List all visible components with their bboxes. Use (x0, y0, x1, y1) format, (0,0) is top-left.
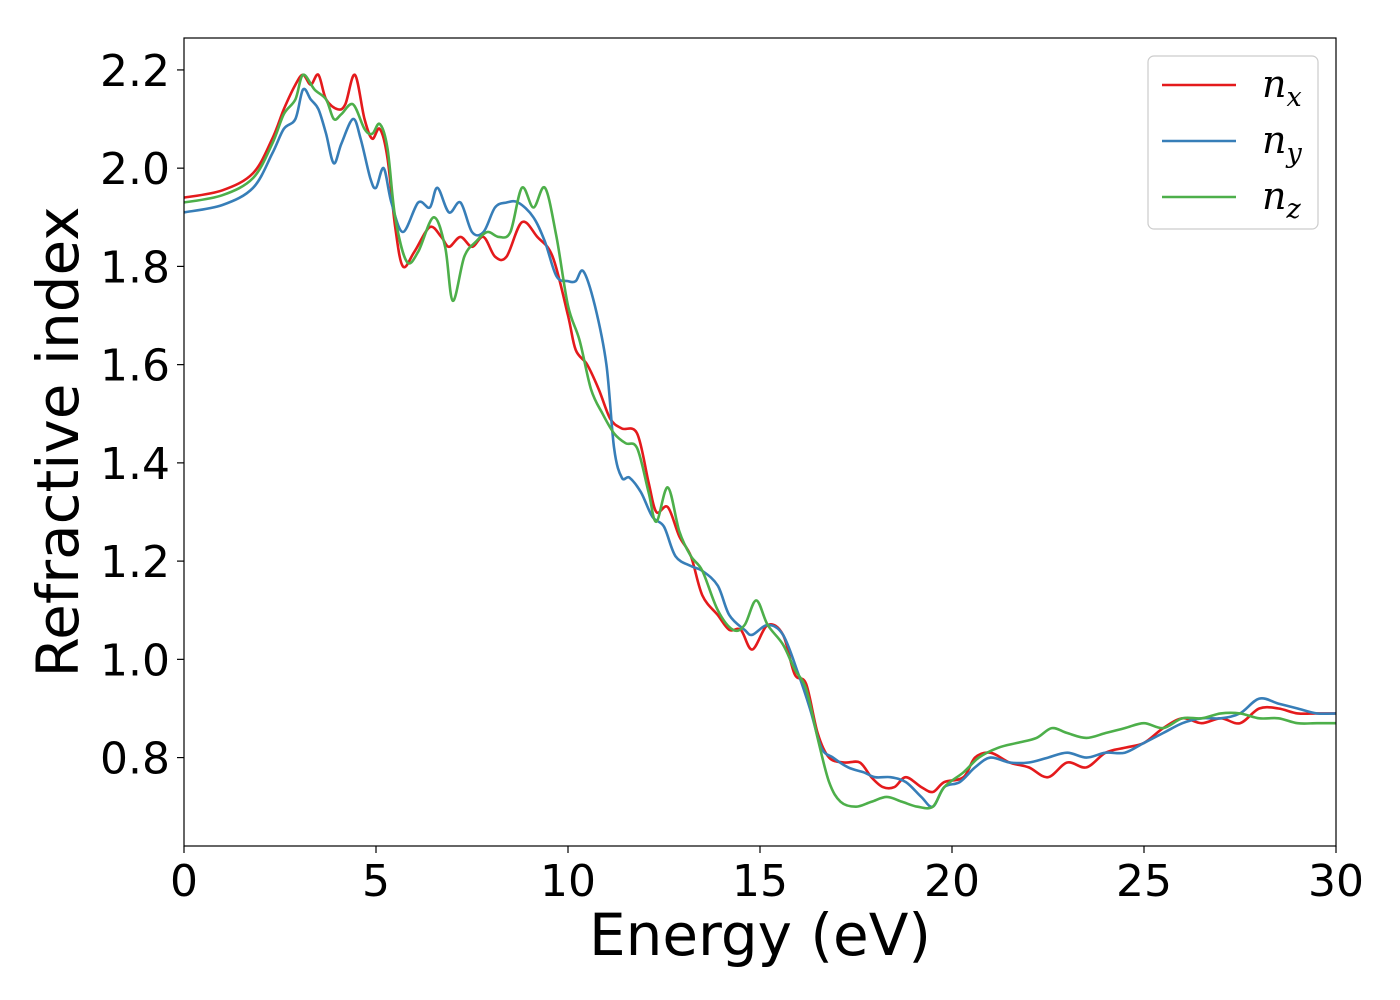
legend-label-y: ny (1262, 118, 1302, 169)
series-line-n-y (184, 87, 1336, 809)
y-axis-ticks: 0.8 1.0 1.2 1.4 1.6 1.8 2.0 2.2 (100, 46, 184, 785)
y-tick-label: 0.8 (100, 734, 170, 785)
y-axis-title: Refractive index (24, 206, 92, 677)
y-tick-label: 1.6 (100, 341, 170, 392)
x-axis-title: Energy (eV) (589, 901, 931, 969)
y-tick-label: 1.2 (100, 537, 170, 588)
x-tick-label: 30 (1308, 856, 1364, 907)
y-tick-label: 2.0 (100, 144, 170, 195)
x-tick-label: 5 (362, 856, 390, 907)
legend-label-z: nz (1262, 174, 1301, 225)
legend-label-x: nx (1262, 62, 1302, 113)
x-tick-label: 20 (924, 856, 980, 907)
y-tick-label: 2.2 (100, 46, 170, 97)
series-layer (184, 73, 1336, 810)
series-line-n-z (184, 73, 1336, 810)
x-tick-label: 25 (1116, 856, 1172, 907)
x-tick-label: 10 (540, 856, 596, 907)
x-tick-label: 0 (170, 856, 198, 907)
x-axis-ticks: 0 5 10 15 20 25 30 (170, 846, 1364, 907)
y-tick-label: 1.8 (100, 242, 170, 293)
y-tick-label: 1.0 (100, 635, 170, 686)
y-tick-label: 1.4 (100, 439, 170, 490)
x-tick-label: 15 (732, 856, 788, 907)
legend-box (1147, 55, 1319, 230)
